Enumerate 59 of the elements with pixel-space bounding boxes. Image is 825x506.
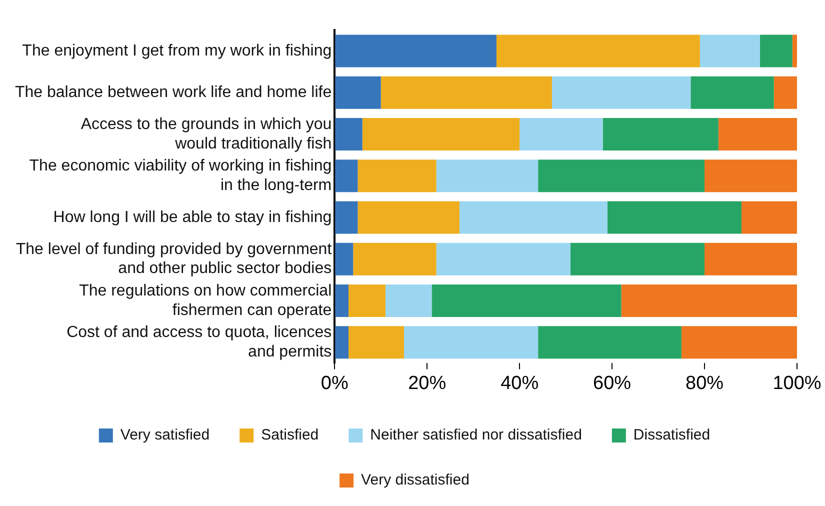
bar <box>704 160 797 192</box>
bar <box>538 326 682 359</box>
y-tick-label: The economic viability of working in fishing in the long-term <box>29 158 332 194</box>
bar <box>335 160 358 192</box>
bar <box>552 76 691 109</box>
bar <box>385 284 432 317</box>
bar <box>335 326 349 359</box>
y-tick-label: The level of funding provided by government and other public sector bodies <box>16 240 332 278</box>
legend-label: Very dissatisfied <box>361 472 470 489</box>
bar <box>432 284 622 317</box>
bar <box>690 76 774 109</box>
bar <box>335 118 362 150</box>
y-tick-label: Access to the grounds in which you would traditionally fish <box>80 116 332 152</box>
y-tick-label: The enjoyment I get from my work in fishing <box>22 42 332 60</box>
bar <box>362 118 520 150</box>
bar <box>348 284 386 317</box>
y-tick-label: The regulations on how commercial fishermen can operate <box>79 282 332 319</box>
bar <box>602 118 718 150</box>
bar <box>335 34 496 68</box>
bar <box>520 118 603 150</box>
bar <box>335 201 358 234</box>
bar <box>700 34 760 68</box>
bar <box>380 76 552 109</box>
legend-label: Satisfied <box>261 426 319 444</box>
legend-label: Neither satisfied nor dissatisfied <box>370 426 582 444</box>
y-tick-label: How long I will be able to stay in fishing <box>53 208 332 226</box>
bar <box>742 201 797 234</box>
bar <box>792 34 797 68</box>
x-tick-label: 100% <box>772 372 822 394</box>
bar <box>353 242 436 276</box>
bar <box>718 118 797 150</box>
bar <box>459 201 608 234</box>
x-tick-label: 40% <box>500 372 539 394</box>
bar <box>335 242 354 276</box>
bar <box>621 284 797 317</box>
bar <box>358 201 460 234</box>
bar <box>436 160 538 192</box>
y-tick-label: Cost of and access to quota, licences and permits <box>66 324 332 360</box>
bar <box>570 242 705 276</box>
bar <box>774 76 797 109</box>
bar <box>348 326 404 359</box>
bar <box>404 326 538 359</box>
x-tick-label: 80% <box>686 372 724 394</box>
bar <box>436 242 570 276</box>
bar <box>335 76 381 109</box>
bar <box>704 242 797 276</box>
bar <box>358 160 436 192</box>
bar <box>760 34 792 68</box>
bar <box>681 326 797 359</box>
x-tick-label: 0% <box>320 372 348 394</box>
legend-label: Dissatisfied <box>633 426 710 444</box>
bar <box>335 284 349 317</box>
y-tick-label: The balance between work life and home life <box>14 84 332 102</box>
bar <box>607 201 742 234</box>
legend-label: Very satisfied <box>120 426 210 444</box>
bar <box>538 160 705 192</box>
x-tick-label: 20% <box>408 372 446 394</box>
bar <box>496 34 700 68</box>
x-tick-label: 60% <box>593 372 632 394</box>
